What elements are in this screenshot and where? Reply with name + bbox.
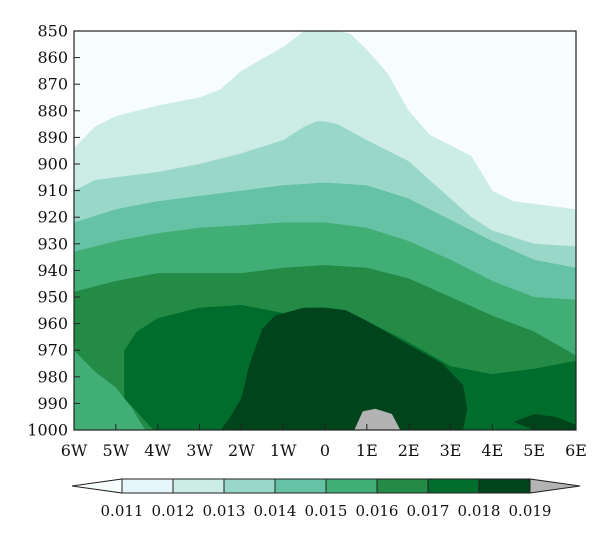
colorbar-label: 0.014 bbox=[254, 502, 297, 520]
y-tick-label: 860 bbox=[37, 48, 68, 67]
x-axis: 6W 5W 4W 3W 2W 1W 0 1E 2E 3E 4E 5E 6E bbox=[61, 424, 587, 460]
contour-region-0.019-6 bbox=[354, 408, 401, 430]
y-tick-label: 890 bbox=[37, 128, 68, 147]
x-tick-label: 3E bbox=[440, 441, 462, 460]
y-tick-label: 990 bbox=[37, 394, 68, 413]
contour-region-0.018-4 bbox=[220, 307, 468, 430]
colorbar-extend-high bbox=[529, 478, 581, 494]
y-tick-label: 870 bbox=[37, 75, 68, 94]
contour-fill-layer bbox=[74, 31, 576, 431]
y-tick-label: 1000 bbox=[27, 421, 68, 440]
colorbar-segment bbox=[325, 478, 378, 494]
x-tick-label: 5E bbox=[523, 441, 545, 460]
colorbar-label: 0.017 bbox=[407, 502, 450, 520]
y-tick-label: 970 bbox=[37, 341, 68, 360]
y-tick-label: 950 bbox=[37, 288, 68, 307]
colorbar-segment bbox=[376, 478, 429, 494]
colorbar-segment bbox=[121, 478, 174, 494]
y-tick-label: 930 bbox=[37, 234, 68, 253]
x-tick-label: 6W bbox=[61, 441, 88, 460]
x-tick-label: 6E bbox=[565, 441, 587, 460]
contour-region-0.015-1 bbox=[74, 344, 146, 430]
colorbar-label: 0.011 bbox=[101, 502, 144, 520]
y-tick-label: 920 bbox=[37, 208, 68, 227]
x-tick-label: 2W bbox=[228, 441, 255, 460]
colorbar-label: 0.019 bbox=[509, 502, 552, 520]
colorbar-label: 0.013 bbox=[203, 502, 246, 520]
y-tick-label: 850 bbox=[37, 22, 68, 41]
colorbar: 0.011 0.012 0.013 0.014 0.015 0.016 0.017 0.018… bbox=[71, 478, 581, 520]
colorbar-label: 0.018 bbox=[458, 502, 501, 520]
x-tick-label: 0 bbox=[320, 441, 330, 460]
contour-region-0.018-5 bbox=[513, 414, 576, 430]
x-tick-label: 4W bbox=[144, 441, 171, 460]
colorbar-segment bbox=[223, 478, 276, 494]
y-tick-label: 880 bbox=[37, 101, 68, 120]
y-tick-label: 960 bbox=[37, 314, 68, 333]
colorbar-segment bbox=[427, 478, 480, 494]
y-tick-label: 910 bbox=[37, 181, 68, 200]
y-tick-label: 980 bbox=[37, 367, 68, 386]
y-axis: 850 860 870 880 890 900 910 920 930 940 950 960 970 9… bbox=[27, 22, 80, 440]
colorbar-segment bbox=[274, 478, 327, 494]
x-tick-label: 1E bbox=[356, 441, 378, 460]
x-tick-label: 3W bbox=[186, 441, 213, 460]
colorbar-extend-low bbox=[71, 478, 123, 494]
y-tick-label: 940 bbox=[37, 261, 68, 280]
colorbar-label: 0.012 bbox=[152, 502, 195, 520]
y-tick-label: 900 bbox=[37, 155, 68, 174]
x-tick-label: 2E bbox=[398, 441, 420, 460]
colorbar-segment bbox=[172, 478, 225, 494]
x-tick-label: 5W bbox=[103, 441, 130, 460]
x-tick-label: 1W bbox=[270, 441, 297, 460]
colorbar-label: 0.016 bbox=[356, 502, 399, 520]
colorbar-segment bbox=[478, 478, 531, 494]
colorbar-label: 0.015 bbox=[305, 502, 348, 520]
x-tick-label: 4E bbox=[481, 441, 503, 460]
